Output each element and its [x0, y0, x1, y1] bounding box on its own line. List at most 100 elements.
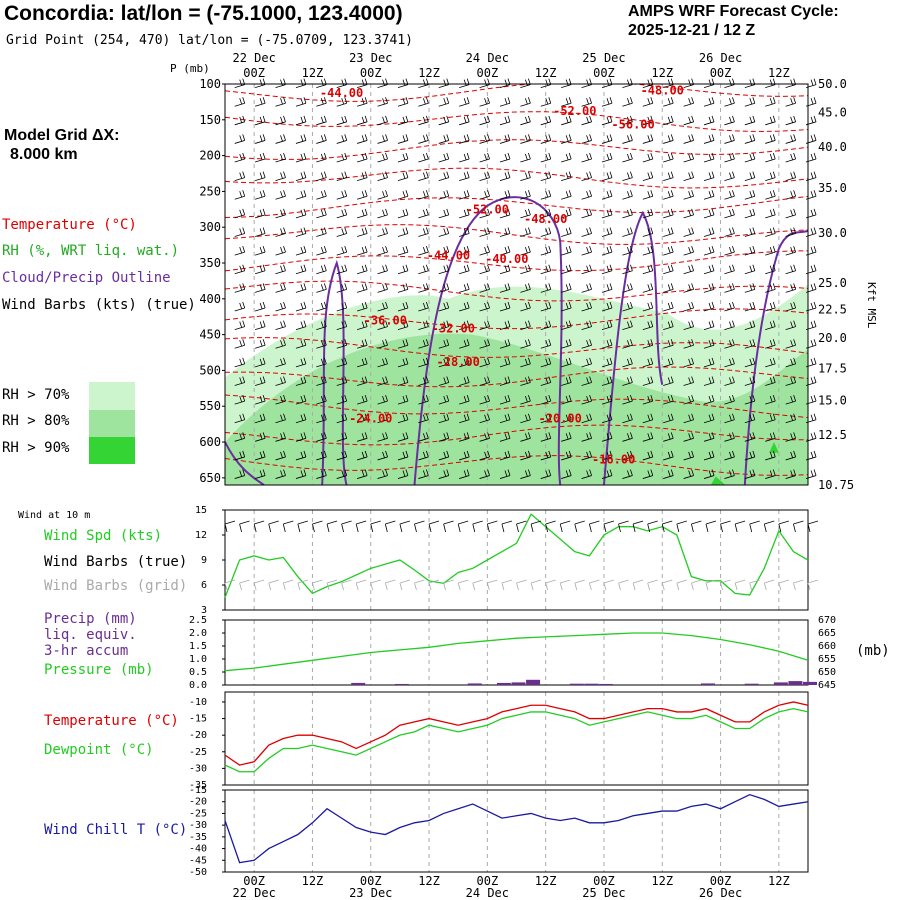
cloud-outline [224, 441, 265, 486]
wind-barb [744, 376, 756, 386]
wind-barb [499, 301, 511, 312]
wind-barb [255, 97, 266, 107]
surface-wind-barb [516, 520, 527, 533]
wind-barb [642, 357, 654, 368]
wind-barb [663, 264, 674, 275]
wind-barb [683, 301, 695, 312]
wind-barb [438, 320, 450, 330]
cloud-outline [602, 210, 664, 486]
wind-barb [479, 394, 490, 405]
isotherm [224, 111, 809, 132]
wind-barb [703, 190, 715, 200]
wind-barb [275, 320, 286, 330]
wind-barb [724, 394, 735, 405]
surface-wind-barb [705, 520, 717, 533]
wind-barb [663, 134, 674, 144]
wind-barb [744, 469, 756, 479]
wind-barb [581, 432, 592, 442]
wind-barb [765, 264, 776, 275]
surface-wind-barb [661, 520, 673, 533]
bottom-day-label: 26 Dec [699, 886, 742, 900]
wind-barb [642, 264, 654, 275]
wind-barb [622, 432, 633, 442]
surface-wind-barb [763, 520, 775, 533]
wind-barb [275, 171, 286, 182]
legend-rh: RH (%, WRT liq. wat.) [2, 243, 180, 259]
wind-barb [459, 432, 470, 442]
grid-wind-barb [341, 579, 352, 591]
wind-barb [357, 320, 368, 330]
legend-grid-barbs: Wind Barbs (grid) [44, 578, 188, 594]
grid-wind-barb [399, 579, 411, 591]
wind-barb [438, 413, 450, 424]
wind-barb [377, 190, 388, 200]
surface-wind-barb [588, 520, 600, 533]
wind-barb [479, 171, 490, 182]
wind-barb [377, 134, 388, 144]
wind-barb [418, 432, 429, 442]
wind-barb [336, 450, 348, 461]
pressure-tick-label: 650 [199, 471, 221, 485]
wind-barb [397, 97, 409, 107]
wind-barb [642, 227, 654, 237]
wind-barb [622, 190, 633, 200]
wind-barb [785, 301, 797, 312]
wind-barb [581, 134, 592, 144]
wind-barb [683, 339, 695, 349]
wind-barb [418, 450, 429, 461]
wind-barb [438, 134, 450, 144]
wind-barb [703, 320, 715, 330]
wind-barb [499, 246, 511, 256]
wind-barb [520, 264, 531, 275]
wind-barb [744, 208, 756, 219]
wind-barb [581, 450, 592, 461]
height-tick-label: 12.5 [818, 428, 847, 442]
wind-barb [295, 450, 307, 461]
wind-barb [438, 78, 450, 88]
wind-barb [459, 134, 470, 144]
isotherm [224, 366, 809, 388]
wind-barb [255, 152, 266, 163]
wind-barb [540, 152, 552, 163]
wind-barb [601, 115, 613, 126]
legend-wind-chill: Wind Chill T (°C) [44, 822, 188, 838]
wind-barb [357, 190, 368, 200]
wind-barb [642, 450, 654, 461]
wind-chill-line [224, 793, 809, 864]
wind-barb [642, 413, 654, 424]
wind-barb [785, 227, 797, 237]
y-tick-label: 1.0 [189, 654, 207, 665]
wind-barb [601, 227, 613, 237]
surface-wind-barb [399, 520, 411, 533]
wind-barb [479, 339, 490, 349]
height-tick-label: 22.5 [818, 303, 847, 317]
wind-barb [703, 227, 715, 237]
legend-pressure: Pressure (mb) [44, 662, 154, 678]
wind-barb [255, 208, 266, 219]
wind-barb [765, 432, 776, 442]
wind-barb [581, 78, 592, 88]
wind-barb [295, 339, 307, 349]
top-day-label: 26 Dec [699, 51, 742, 65]
bottom-time-tick: 12Z [651, 874, 673, 888]
wind-barb [540, 301, 552, 312]
wind-barb [663, 469, 674, 479]
wind-barb [316, 190, 327, 200]
wind-barb [642, 394, 654, 405]
wind-barb [377, 413, 388, 424]
bottom-day-label: 23 Dec [349, 886, 392, 900]
wind-barb [622, 208, 633, 219]
wind-barb [663, 97, 674, 107]
wind-barb [642, 208, 654, 219]
wind-barb [316, 208, 327, 219]
model-grid-label: Model Grid ΔX: [4, 127, 120, 144]
isotherm-label: -16.00 [592, 453, 635, 467]
y-tick-label: 3 [201, 605, 207, 616]
wind-barb [336, 227, 348, 237]
y-tick-label: -20 [189, 797, 207, 808]
wind-barb [540, 97, 552, 107]
wind-barb [459, 152, 470, 163]
wind-barb [724, 432, 735, 442]
wind-barb [397, 413, 409, 424]
wind-barb [683, 283, 695, 293]
